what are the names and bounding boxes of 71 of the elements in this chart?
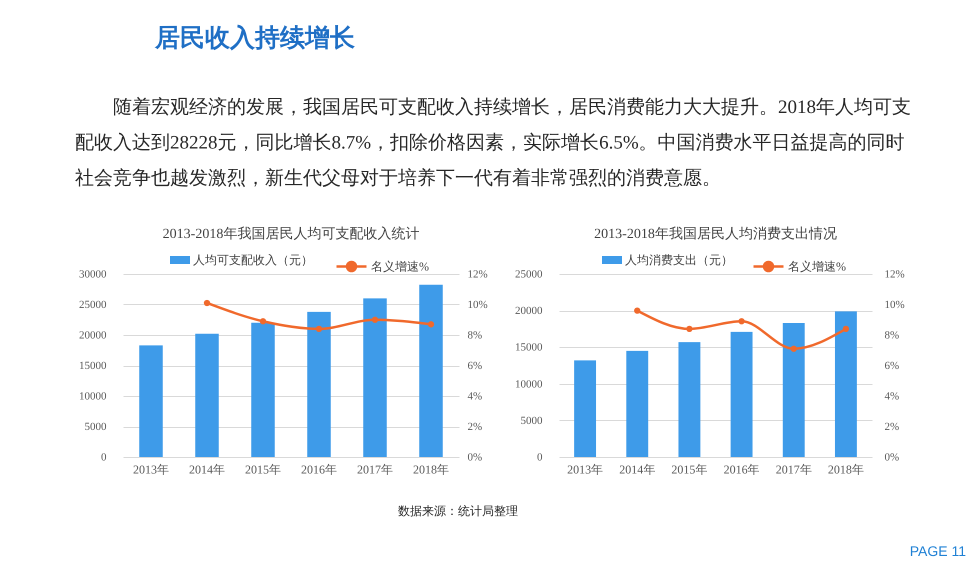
point <box>686 326 693 332</box>
x-tick-label: 2015年 <box>245 462 281 476</box>
text: 居民收入持续增长 <box>154 24 355 52</box>
y2-tick-label: 4% <box>468 390 482 402</box>
point <box>634 307 640 314</box>
source-note: 数据来源：统计局整理 <box>398 504 518 518</box>
bar <box>730 332 753 457</box>
point <box>738 318 745 324</box>
bar <box>574 360 596 457</box>
y-tick-label: 30000 <box>79 268 107 280</box>
y2-tick-label: 12% <box>884 268 905 280</box>
x-tick-label: 2018年 <box>828 462 864 476</box>
legend-label: 名义增速% <box>788 260 846 274</box>
x-tick-label: 2014年 <box>619 462 656 476</box>
y-tick-label: 15000 <box>515 342 543 354</box>
chart-title: 2013-2018年我国居民人均消费支出情况 <box>594 226 837 242</box>
y2-tick-label: 2% <box>468 421 482 433</box>
x-tick-label: 2015年 <box>671 462 708 476</box>
y-tick-label: 5000 <box>84 421 107 433</box>
bar <box>139 345 163 457</box>
y-tick-label: 15000 <box>79 360 107 372</box>
y2-tick-label: 10% <box>468 299 488 311</box>
bar <box>307 312 331 457</box>
y-tick-label: 20000 <box>79 330 107 342</box>
y2-tick-label: 0% <box>468 452 482 464</box>
bar <box>251 322 275 457</box>
y2-tick-label: 8% <box>468 330 482 342</box>
point <box>204 300 210 306</box>
point <box>790 346 797 352</box>
y2-tick-label: 4% <box>884 390 900 402</box>
point <box>260 318 266 324</box>
point <box>372 316 378 323</box>
bar <box>419 284 443 457</box>
legend-label: 人均可支配收入（元） <box>193 253 313 267</box>
point <box>842 326 850 332</box>
bar <box>195 334 219 457</box>
legend-label: 人均消费支出（元） <box>625 253 733 267</box>
y2-tick-label: 0% <box>884 452 900 464</box>
y-tick-label: 20000 <box>515 305 543 318</box>
bar <box>678 342 700 457</box>
chart-title: 2013-2018年我国居民人均可支配收入统计 <box>162 226 420 242</box>
y-tick-label: 25000 <box>79 299 107 311</box>
y-tick-label: 0 <box>101 452 107 464</box>
x-tick-label: 2016年 <box>724 462 760 476</box>
bar <box>834 311 857 457</box>
x-tick-label: 2016年 <box>301 462 337 476</box>
y2-tick-label: 12% <box>468 268 488 280</box>
y-tick-label: 5000 <box>520 414 543 427</box>
y-tick-label: 25000 <box>515 268 543 280</box>
x-tick-label: 2017年 <box>776 462 812 476</box>
x-tick-label: 2013年 <box>133 462 169 476</box>
point <box>428 321 434 328</box>
y-tick-label: 10000 <box>79 390 107 402</box>
text: PAGE 11 <box>910 543 966 559</box>
x-tick-label: 2018年 <box>413 462 449 476</box>
x-tick-label: 2013年 <box>567 462 604 476</box>
y2-tick-label: 6% <box>884 360 900 372</box>
y2-tick-label: 10% <box>884 299 905 311</box>
y2-tick-label: 6% <box>468 360 482 372</box>
bar <box>363 298 387 457</box>
x-tick-label: 2017年 <box>357 462 393 476</box>
x-tick-label: 2014年 <box>189 462 225 476</box>
y-tick-label: 10000 <box>515 378 543 390</box>
point <box>316 326 322 332</box>
legend-label: 名义增速% <box>371 260 429 274</box>
bar <box>626 350 648 457</box>
text: 随着宏观经济的发展，我国居民可支配收入持续增长，居民消费能力大大提升。2018年人均可支配收入达到28228元，同比增长8.7%，扣除价格因素，实际增长6.5%。中国消费水平日益提高的同时社会竞争也越发激烈，新生代父母对于培养下一代有着非常强烈的消费意愿。 <box>75 96 911 189</box>
y2-tick-label: 2% <box>884 421 900 433</box>
y2-tick-label: 8% <box>884 330 900 342</box>
y-tick-label: 0 <box>537 452 543 464</box>
bar <box>782 323 805 457</box>
